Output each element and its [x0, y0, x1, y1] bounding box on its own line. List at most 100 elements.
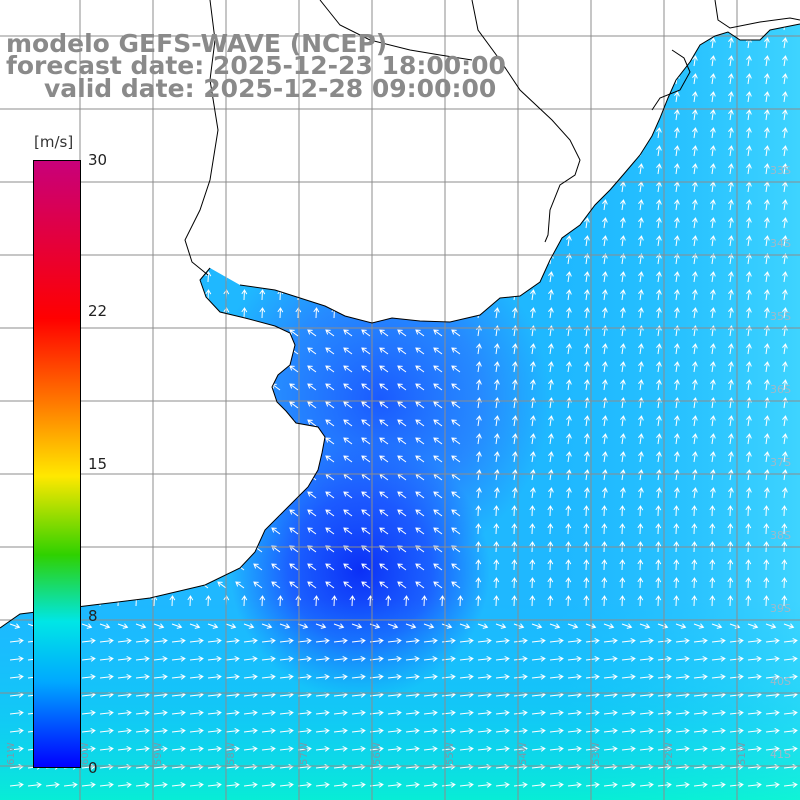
- wind-arrow: [199, 365, 209, 373]
- wind-arrow: [495, 673, 510, 680]
- wind-arrow: [343, 419, 353, 427]
- wind-arrow: [656, 37, 662, 49]
- wind-arrow: [566, 55, 572, 67]
- wind-arrow: [584, 181, 590, 193]
- wind-arrow: [133, 235, 140, 247]
- wind-arrow: [19, 437, 29, 445]
- wind-arrow: [361, 581, 371, 589]
- wind-arrow: [81, 655, 96, 662]
- coastline: [0, 0, 800, 629]
- wind-arrow: [602, 55, 608, 67]
- wind-arrow: [512, 181, 518, 193]
- wind-arrow: [620, 199, 626, 211]
- wind-arrow: [567, 637, 582, 644]
- wind-arrow: [601, 505, 608, 517]
- wind-arrow: [271, 473, 281, 481]
- wind-arrow: [765, 727, 780, 734]
- wind-arrow: [421, 127, 428, 139]
- wind-arrow: [692, 55, 698, 67]
- wind-arrow: [19, 383, 29, 391]
- wind-arrow: [7, 271, 14, 283]
- wind-arrow: [782, 163, 788, 175]
- wind-arrow: [19, 509, 29, 517]
- wind-arrow: [494, 127, 500, 139]
- wind-arrow: [639, 727, 654, 734]
- wind-arrow: [512, 235, 518, 247]
- wind-arrow: [207, 745, 222, 752]
- wind-arrow: [217, 491, 227, 499]
- wind-arrow: [235, 383, 245, 391]
- wind-arrow: [745, 595, 752, 607]
- wind-arrow: [457, 145, 464, 157]
- wind-arrow: [548, 163, 554, 175]
- wind-arrow: [235, 455, 245, 463]
- wind-arrow: [207, 709, 222, 716]
- wind-arrow: [91, 563, 101, 571]
- wind-arrow: [163, 455, 173, 463]
- wind-arrow: [512, 361, 518, 373]
- wind-arrow: [109, 419, 119, 427]
- wind-arrow: [549, 655, 564, 662]
- wind-arrow: [277, 595, 284, 607]
- wind-arrow: [747, 709, 762, 716]
- wind-arrow: [19, 401, 29, 409]
- wind-arrow: [277, 217, 284, 229]
- wind-arrow: [169, 307, 176, 319]
- wind-arrow: [243, 781, 258, 788]
- wind-arrow: [457, 253, 464, 265]
- wind-arrow: [433, 437, 443, 445]
- wind-arrow: [405, 623, 417, 629]
- wind-arrow: [91, 401, 101, 409]
- wind-arrow: [530, 361, 536, 373]
- wind-arrow: [673, 559, 680, 571]
- lon-label: 57W: [299, 742, 310, 765]
- wind-arrow: [405, 655, 420, 662]
- longitude-labels: 61W 60W 59W 58W 57W 56W 55W 54W 53W 52W 51W: [6, 742, 748, 765]
- wind-arrow: [512, 433, 518, 445]
- wind-arrow: [235, 347, 245, 355]
- wind-arrow: [135, 637, 150, 644]
- wind-arrow: [403, 24, 410, 31]
- wind-arrow: [727, 577, 734, 589]
- wind-arrow: [476, 253, 482, 265]
- wind-arrow: [451, 437, 461, 445]
- wind-arrow: [199, 437, 209, 445]
- wind-arrow: [349, 595, 356, 607]
- wind-arrow: [621, 727, 636, 734]
- wind-arrow: [405, 637, 420, 644]
- wind-arrow: [584, 73, 590, 85]
- wind-arrow: [727, 559, 734, 571]
- wind-arrow: [207, 637, 222, 644]
- wind-arrow: [351, 727, 366, 734]
- wind-arrow: [620, 145, 626, 157]
- wind-arrow: [530, 487, 536, 499]
- wind-arrow: [217, 329, 227, 337]
- wind-arrow: [260, 2, 265, 12]
- wind-arrow: [153, 623, 165, 629]
- wind-arrow: [1, 455, 11, 463]
- wind-arrow: [746, 217, 752, 229]
- wind-arrow: [656, 289, 662, 301]
- wind-arrow: [711, 655, 726, 662]
- wind-arrow: [279, 673, 294, 680]
- wind-arrow: [710, 307, 716, 319]
- wind-arrow: [307, 401, 317, 409]
- wind-arrow: [313, 289, 320, 301]
- wind-arrow: [97, 289, 104, 301]
- wind-arrow: [99, 673, 114, 680]
- wind-arrow: [494, 343, 500, 355]
- wind-arrow: [405, 781, 420, 788]
- wind-arrow: [710, 253, 716, 265]
- wind-arrow: [529, 577, 536, 589]
- wind-arrow: [781, 595, 788, 607]
- wind-arrow: [602, 271, 608, 283]
- wind-arrow: [261, 655, 276, 662]
- wind-arrow: [325, 581, 335, 589]
- wind-arrow: [656, 487, 662, 499]
- latitude-labels: 33S 34S 35S 36S 37S 38S 39S 40S 41S: [770, 164, 791, 761]
- wind-arrow: [79, 127, 86, 139]
- wind-arrow: [693, 623, 705, 629]
- wind-arrow: [235, 437, 245, 445]
- wind-arrow: [163, 509, 173, 517]
